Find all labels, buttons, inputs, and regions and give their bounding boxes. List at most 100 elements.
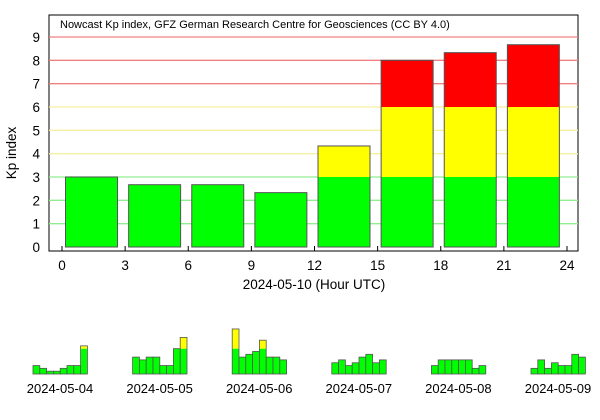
bar-segment [444, 107, 497, 177]
x-tick-label: 9 [248, 258, 256, 273]
mini-bar-segment [345, 365, 353, 374]
mini-bar-segment [166, 365, 174, 374]
mini-bar-segment [537, 359, 545, 374]
bar-outline [65, 176, 118, 248]
x-tick-label: 24 [559, 258, 575, 273]
bar-segment [254, 192, 307, 247]
mini-bar-segment [259, 340, 267, 349]
mini-bar-segment [558, 365, 565, 374]
y-tick-label: 3 [32, 170, 40, 185]
bar [506, 44, 560, 248]
day-summary: 2024-05-08 [425, 359, 492, 396]
mini-bar-segment [445, 359, 452, 374]
mini-bar-segment [472, 368, 479, 374]
y-tick-label: 6 [32, 100, 40, 115]
bar [128, 184, 182, 248]
mini-bar-segment [359, 357, 366, 374]
day-summary: 2024-05-07 [326, 353, 393, 396]
bar-segment [381, 60, 434, 107]
bar-segment [128, 184, 181, 247]
x-tick-label: 18 [433, 258, 448, 273]
bar-outline [191, 184, 245, 248]
mini-bar-segment [53, 371, 61, 374]
mini-bar-segment [232, 328, 239, 349]
day-label: 2024-05-04 [27, 381, 94, 396]
mini-bar-segment [132, 357, 140, 374]
mini-bar-segment [352, 362, 359, 374]
mini-bar [231, 328, 240, 375]
mini-bar-segment [232, 348, 239, 374]
mini-bar-segment [372, 362, 380, 374]
day-label: 2024-05-07 [326, 381, 393, 396]
mini-bar [478, 365, 487, 375]
mini-bar-segment [259, 348, 267, 374]
x-tick-label: 15 [370, 258, 385, 273]
day-summary: 2024-05-06 [226, 328, 293, 396]
x-tick-label: 12 [307, 258, 322, 273]
bar-segment [444, 177, 497, 247]
y-tick-label: 2 [32, 193, 40, 208]
mini-bar-segment [431, 365, 439, 374]
mini-bar-segment [173, 348, 181, 374]
bar-outline [128, 184, 182, 248]
mini-bar-segment [139, 359, 147, 374]
chart-title: Nowcast Kp index, GFZ German Research Ce… [60, 19, 450, 31]
mini-bar-segment [73, 365, 81, 374]
mini-bar-segment [544, 368, 552, 374]
mini-bar [464, 359, 473, 375]
mini-bar-segment [571, 354, 579, 374]
mini-bar [279, 359, 287, 375]
mini-bar-segment [180, 337, 187, 349]
mini-bar-segment [60, 368, 67, 374]
mini-bar-segment [279, 359, 287, 374]
bar-segment [444, 52, 497, 107]
mini-bar [537, 359, 545, 375]
mini-bar-segment [46, 371, 54, 374]
day-summary: 2024-05-04 [27, 345, 94, 396]
y-tick-label: 7 [32, 77, 40, 92]
bar-segment [318, 177, 370, 247]
mini-bar-segment [33, 365, 40, 374]
y-tick-label: 5 [32, 123, 40, 138]
bar [254, 192, 308, 248]
x-tick-label: 0 [58, 258, 66, 273]
x-tick-label: 3 [121, 258, 129, 273]
bar-outline [506, 44, 560, 248]
mini-bar-segment [146, 357, 153, 374]
mini-bar-segment [365, 354, 373, 374]
mini-bar-segment [252, 351, 260, 374]
mini-bar-segment [180, 348, 187, 374]
day-label: 2024-05-06 [226, 381, 293, 396]
mini-bar-segment [531, 368, 538, 374]
mini-bar-segment [67, 365, 74, 374]
bar-segment [191, 184, 244, 247]
mini-bar [179, 337, 188, 375]
mini-bar-segment [159, 365, 167, 374]
mini-bar-segment [338, 359, 346, 374]
mini-bar-segment [153, 357, 160, 374]
bar-outline [254, 192, 308, 248]
mini-bar-segment [80, 348, 88, 374]
day-summary: 2024-05-09 [525, 353, 592, 396]
bar [191, 184, 245, 248]
mini-bar-segment [551, 362, 559, 374]
day-label: 2024-05-09 [525, 381, 592, 396]
mini-bar-segment [80, 345, 88, 349]
bar-segment [507, 107, 560, 177]
bar [443, 52, 497, 248]
y-tick-label: 8 [32, 53, 40, 68]
bar-segment [507, 44, 560, 107]
mini-bar-segment [451, 359, 459, 374]
mini-bar [578, 356, 586, 375]
mini-bar-segment [379, 359, 387, 374]
mini-bar-segment [239, 357, 246, 374]
mini-bar-segment [458, 359, 466, 374]
bar-segment [381, 177, 434, 247]
bar-segment [318, 145, 370, 177]
bar [317, 145, 371, 248]
bar-outline [380, 59, 434, 248]
bar-segment [381, 107, 434, 177]
day-summary: 2024-05-05 [126, 337, 193, 396]
y-tick-label: 4 [32, 147, 40, 162]
